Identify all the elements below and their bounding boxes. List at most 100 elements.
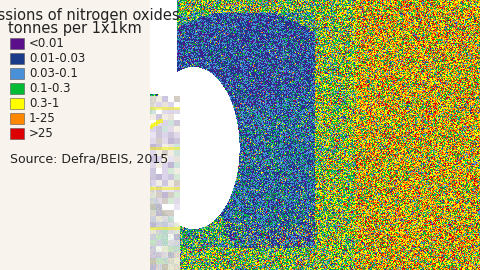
Bar [116, 144, 120, 148]
Bar [72, 252, 78, 258]
Bar [96, 138, 102, 144]
Bar [168, 222, 174, 228]
Bar [36, 198, 42, 204]
Bar [132, 96, 138, 102]
Bar [0, 168, 6, 174]
Bar [123, 140, 128, 143]
Bar [36, 132, 42, 138]
Bar [72, 264, 78, 270]
Bar [120, 234, 126, 240]
Bar [12, 228, 18, 234]
Bar [120, 222, 126, 228]
Bar [120, 96, 126, 102]
Bar [12, 222, 18, 228]
Bar [108, 120, 114, 126]
Bar [126, 234, 132, 240]
Bar [114, 120, 120, 126]
Bar [30, 264, 36, 270]
Bar [114, 210, 120, 216]
Bar [27, 230, 32, 234]
Bar [162, 102, 168, 108]
Bar [162, 150, 168, 156]
Bar [6, 126, 12, 132]
Bar [102, 168, 108, 174]
Bar [97, 123, 101, 127]
Bar [126, 180, 132, 186]
Bar [54, 114, 60, 120]
Bar [156, 156, 162, 162]
Bar [114, 168, 120, 174]
Bar [55, 213, 59, 217]
Bar [108, 96, 114, 102]
Bar [156, 126, 162, 132]
Bar [138, 162, 144, 168]
Bar [138, 258, 144, 264]
Bar [0, 138, 6, 144]
Bar [96, 162, 102, 168]
Bar [114, 156, 120, 162]
Bar [12, 258, 18, 264]
Bar [6, 168, 12, 174]
Bar [102, 204, 108, 210]
Bar [162, 96, 168, 102]
Bar [24, 222, 30, 228]
Bar [114, 132, 120, 138]
Bar [36, 228, 42, 234]
Bar [95, 189, 99, 193]
Bar [120, 150, 126, 156]
Bar [74, 137, 79, 140]
Text: tonnes per 1x1km: tonnes per 1x1km [8, 21, 142, 36]
Bar [126, 162, 132, 168]
Bar [24, 162, 30, 168]
Bar [132, 180, 138, 186]
Bar [18, 180, 24, 186]
Bar [84, 228, 90, 234]
Bar [0, 150, 6, 156]
Bar [36, 192, 42, 198]
Bar [90, 126, 96, 132]
Bar [115, 177, 119, 181]
Bar [96, 252, 102, 258]
Bar [36, 258, 42, 264]
Bar [118, 176, 121, 180]
Bar [84, 234, 90, 240]
Bar [54, 156, 60, 162]
Bar [72, 162, 78, 168]
Bar [120, 216, 126, 222]
Bar [12, 108, 18, 114]
Bar [120, 110, 123, 113]
Bar [168, 246, 174, 252]
Bar [0, 180, 6, 186]
Bar [150, 120, 156, 126]
Bar [126, 204, 132, 210]
Bar [6, 132, 12, 138]
Bar [89, 127, 94, 131]
Bar [141, 129, 145, 133]
Bar [60, 210, 64, 214]
Bar [24, 258, 30, 264]
Bar [108, 192, 114, 198]
Bar [42, 108, 48, 114]
Bar [120, 204, 126, 210]
Bar [48, 126, 54, 132]
Bar [36, 216, 42, 222]
Bar [132, 222, 138, 228]
Bar [102, 192, 108, 198]
Bar [12, 246, 18, 252]
Bar [156, 150, 162, 156]
Bar [24, 234, 30, 240]
Bar [150, 210, 156, 216]
Bar [15, 237, 19, 241]
Bar [114, 228, 120, 234]
Bar [18, 246, 24, 252]
Bar [6, 144, 12, 150]
Bar [66, 156, 72, 162]
Bar [6, 210, 12, 216]
Text: 0.03-0.1: 0.03-0.1 [29, 67, 78, 80]
Bar [72, 180, 78, 186]
Bar [174, 138, 180, 144]
Bar [90, 108, 96, 114]
Bar [38, 191, 43, 194]
Bar [132, 144, 138, 150]
Bar [114, 216, 120, 222]
